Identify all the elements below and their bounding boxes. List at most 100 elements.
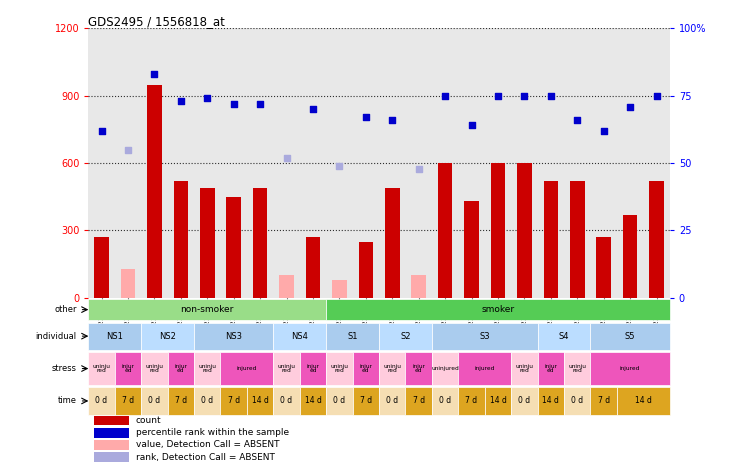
Text: 7 d: 7 d	[598, 396, 609, 405]
Bar	[253, 188, 267, 298]
Bar	[221, 387, 247, 415]
Text: S3: S3	[479, 332, 490, 341]
Bar	[590, 387, 617, 415]
Point	[571, 116, 583, 124]
Point	[545, 92, 556, 100]
Bar	[88, 323, 141, 350]
Bar	[94, 237, 109, 298]
Bar	[537, 352, 564, 385]
Text: 0 d: 0 d	[571, 396, 584, 405]
Text: stress: stress	[52, 364, 77, 373]
Bar	[623, 215, 637, 298]
Bar	[168, 352, 194, 385]
Bar	[564, 387, 590, 415]
Bar	[537, 387, 564, 415]
Point	[413, 165, 425, 173]
Point	[466, 122, 478, 129]
Text: time: time	[57, 396, 77, 405]
Text: 0 d: 0 d	[386, 396, 398, 405]
Text: 7 d: 7 d	[122, 396, 134, 405]
Bar	[517, 163, 531, 298]
Text: uninju
red: uninju red	[198, 364, 216, 374]
Text: value, Detection Call = ABSENT: value, Detection Call = ABSENT	[136, 440, 280, 449]
Point	[360, 114, 372, 121]
Bar	[121, 269, 135, 298]
Text: 0 d: 0 d	[96, 396, 107, 405]
Bar	[273, 352, 300, 385]
Text: 14 d: 14 d	[635, 396, 652, 405]
Bar	[432, 387, 459, 415]
Text: uninju
red: uninju red	[515, 364, 534, 374]
Bar	[411, 275, 426, 298]
Text: 7 d: 7 d	[413, 396, 425, 405]
Point	[254, 100, 266, 108]
Point	[202, 95, 213, 102]
Text: injur
ed: injur ed	[412, 364, 425, 374]
Text: uninju
red: uninju red	[568, 364, 587, 374]
Bar	[194, 323, 273, 350]
Text: injured: injured	[475, 366, 495, 371]
Bar	[141, 352, 168, 385]
Point	[307, 106, 319, 113]
Bar	[273, 323, 326, 350]
Bar	[194, 352, 221, 385]
Bar	[590, 323, 670, 350]
Bar	[570, 181, 584, 298]
Text: 7 d: 7 d	[174, 396, 187, 405]
Bar	[326, 323, 379, 350]
Bar	[459, 352, 512, 385]
Bar	[168, 387, 194, 415]
Point	[519, 92, 531, 100]
Point	[175, 97, 187, 105]
Bar	[617, 387, 670, 415]
Bar	[141, 323, 194, 350]
Point	[96, 127, 107, 135]
Bar	[406, 387, 432, 415]
Bar	[438, 163, 453, 298]
Point	[280, 154, 292, 162]
Text: injur
ed: injur ed	[306, 364, 319, 374]
Bar	[464, 201, 479, 298]
Bar	[326, 299, 670, 320]
Bar	[279, 275, 294, 298]
Bar	[564, 352, 590, 385]
Bar	[227, 197, 241, 298]
Point	[624, 103, 636, 110]
Text: 14 d: 14 d	[489, 396, 506, 405]
Bar	[200, 188, 214, 298]
Bar	[459, 387, 485, 415]
Bar	[94, 416, 129, 426]
Bar	[221, 352, 273, 385]
Text: S2: S2	[400, 332, 411, 341]
Text: uninju
red: uninju red	[277, 364, 296, 374]
Text: 7 d: 7 d	[227, 396, 240, 405]
Text: individual: individual	[35, 332, 77, 341]
Text: uninju
red: uninju red	[93, 364, 110, 374]
Bar	[332, 280, 347, 298]
Text: GDS2495 / 1556818_at: GDS2495 / 1556818_at	[88, 16, 225, 28]
Bar	[590, 352, 670, 385]
Text: rank, Detection Call = ABSENT: rank, Detection Call = ABSENT	[136, 453, 275, 462]
Text: S5: S5	[625, 332, 635, 341]
Text: NS4: NS4	[291, 332, 308, 341]
Text: percentile rank within the sample: percentile rank within the sample	[136, 428, 289, 438]
Text: injur
ed: injur ed	[174, 364, 188, 374]
Text: smoker: smoker	[481, 305, 514, 314]
Bar	[432, 352, 459, 385]
Bar	[174, 181, 188, 298]
Bar	[326, 387, 353, 415]
Text: uninju
red: uninju red	[383, 364, 401, 374]
Text: 7 d: 7 d	[465, 396, 478, 405]
Bar	[432, 323, 537, 350]
Bar	[544, 181, 558, 298]
Text: NS3: NS3	[225, 332, 242, 341]
Text: injur
ed: injur ed	[359, 364, 372, 374]
Text: count: count	[136, 416, 162, 425]
Text: uninju
red: uninju red	[330, 364, 348, 374]
Text: 14 d: 14 d	[305, 396, 322, 405]
Bar	[326, 352, 353, 385]
Text: NS1: NS1	[106, 332, 123, 341]
Bar	[353, 387, 379, 415]
Text: injured: injured	[620, 366, 640, 371]
Bar	[485, 387, 512, 415]
